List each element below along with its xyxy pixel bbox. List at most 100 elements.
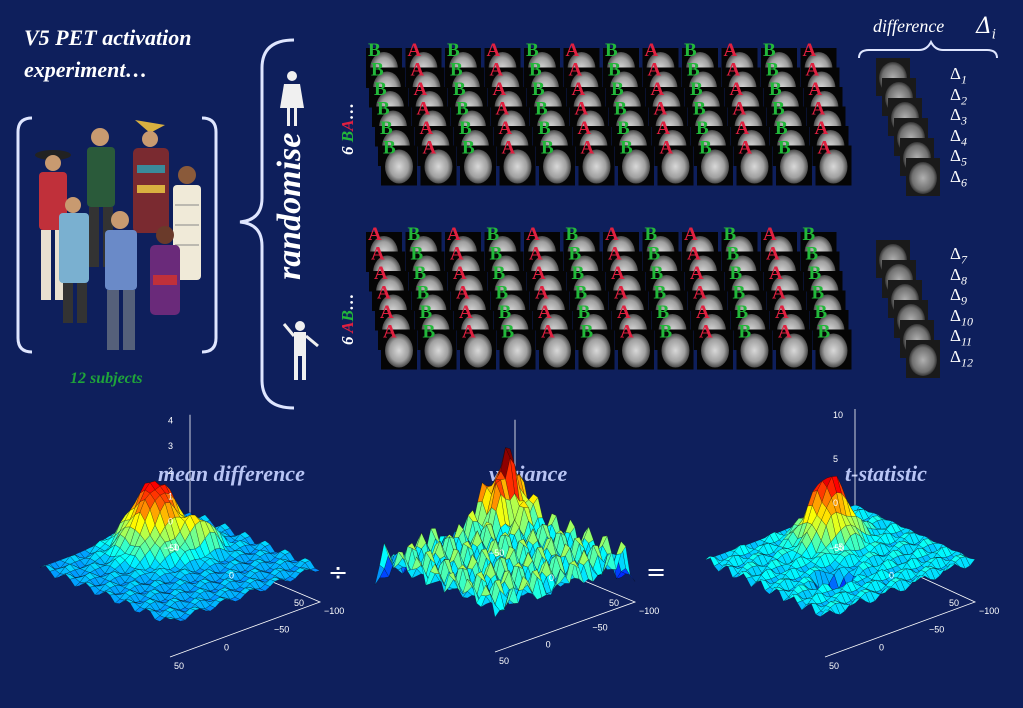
scan-letter: A [371, 244, 385, 265]
scan-image: B [381, 138, 417, 186]
scan-letter: A [815, 118, 829, 139]
male-figure-icon [282, 321, 319, 380]
scan-letter: B [462, 138, 475, 159]
delta-label: Δ8 [950, 264, 967, 287]
scan-letter: B [739, 322, 752, 343]
order-first-letter: A [338, 321, 357, 333]
scan-letter: B [578, 302, 591, 323]
scan-letter: A [487, 40, 501, 61]
scan-letter: A [493, 79, 507, 100]
scan-letter: A [578, 118, 592, 139]
delta-symbol: Δ [976, 14, 992, 39]
scan-letter: A [617, 302, 631, 323]
y-tick-label: 50 [829, 661, 839, 671]
delta-label: Δ2 [950, 84, 967, 107]
delta-label: Δ5 [950, 146, 967, 169]
scan-letter: B [772, 99, 785, 120]
scan-letter: B [368, 40, 381, 61]
scan-letter: A [572, 79, 586, 100]
scan-letter: B [611, 79, 624, 100]
scan-letter: A [456, 283, 470, 304]
y-tick-label: 50 [174, 661, 184, 671]
scan-letter: A [730, 79, 744, 100]
scan-letter: B [763, 40, 776, 61]
scan-letter: B [769, 79, 782, 100]
y-tick-label: 50 [499, 656, 509, 666]
scan-letter: B [566, 224, 579, 245]
scan-image: A [499, 138, 536, 186]
x-tick-label: 50 [949, 598, 959, 608]
scan-letter: B [572, 263, 585, 284]
scan-image: A [815, 138, 852, 186]
order-count: 6 [338, 332, 357, 346]
scan-letter: A [818, 138, 832, 159]
plot-title-t-statistic: t-statistic [845, 461, 927, 486]
scan-letter: A [806, 60, 820, 81]
delta-i-label: Δi [976, 14, 996, 42]
scan-image: A [381, 322, 417, 370]
scan-letter: B [806, 244, 819, 265]
x-tick-label: −50 [829, 543, 844, 553]
y-tick-label: −100 [324, 606, 344, 616]
delta-label: Δ9 [950, 285, 967, 308]
scan-letter: A [657, 118, 671, 139]
scan-image: B [578, 322, 615, 370]
scan-letter: A [614, 283, 628, 304]
scan-letter: A [566, 40, 580, 61]
scan-letter: A [450, 244, 464, 265]
scan-letter: B [617, 118, 630, 139]
scan-image: A [539, 322, 575, 370]
scan-letter: A [778, 322, 792, 343]
x-tick-label: 0 [229, 571, 234, 581]
scan-letter: A [660, 138, 674, 159]
scan-image: B [499, 322, 536, 370]
experiment-title: V5 PET activation experiment… [24, 22, 191, 86]
randomise-label: randomise [271, 132, 308, 280]
scan-letter: B [815, 302, 828, 323]
scan-image: A [776, 322, 812, 370]
scan-letter: B [775, 118, 788, 139]
scan-letter: B [408, 224, 421, 245]
scan-letter: A [803, 40, 817, 61]
scan-image: A [578, 138, 615, 186]
scan-image: B [697, 138, 733, 186]
scan-letter: B [420, 302, 433, 323]
delta-label: Δ1 [950, 64, 967, 87]
scan-letter: A [417, 99, 431, 120]
z-tick-label: 10 [833, 410, 843, 420]
scan-letter: B [487, 224, 500, 245]
order-second-letter: B [338, 310, 357, 322]
person-6 [105, 211, 137, 350]
y-tick-label: −50 [274, 624, 289, 634]
scan-letter: A [526, 224, 540, 245]
order-second-letter: A [338, 119, 357, 131]
scan-letter: B [812, 283, 825, 304]
scan-letter: B [727, 244, 740, 265]
scan-letter: B [411, 244, 424, 265]
scan-letter: B [541, 138, 554, 159]
scan-letter: B [490, 244, 503, 265]
z-tick-label: 2 [168, 466, 173, 476]
scan-letter: A [654, 99, 668, 120]
scan-letter: B [684, 40, 697, 61]
scan-letter: A [581, 138, 595, 159]
scan-image: B [460, 138, 496, 186]
scan-letter: B [569, 244, 582, 265]
scan-image: A [657, 138, 694, 186]
scan-letter: B [803, 224, 816, 245]
scan-letter: A [724, 40, 738, 61]
scan-letter: A [736, 118, 750, 139]
scan-letter: A [739, 138, 753, 159]
scan-letter: B [645, 224, 658, 245]
scan-letter: B [423, 322, 436, 343]
z-tick-label: −1 [168, 542, 178, 552]
scan-letter: A [645, 40, 659, 61]
scan-letter: B [730, 263, 743, 284]
scan-letter: A [380, 302, 394, 323]
scan-letter: A [411, 60, 425, 81]
delta-label: Δ7 [950, 244, 967, 267]
scan-letter: A [496, 99, 510, 120]
scan-image: B [657, 322, 694, 370]
order-first-letter: B [338, 130, 357, 143]
scan-letter: B [456, 99, 469, 120]
